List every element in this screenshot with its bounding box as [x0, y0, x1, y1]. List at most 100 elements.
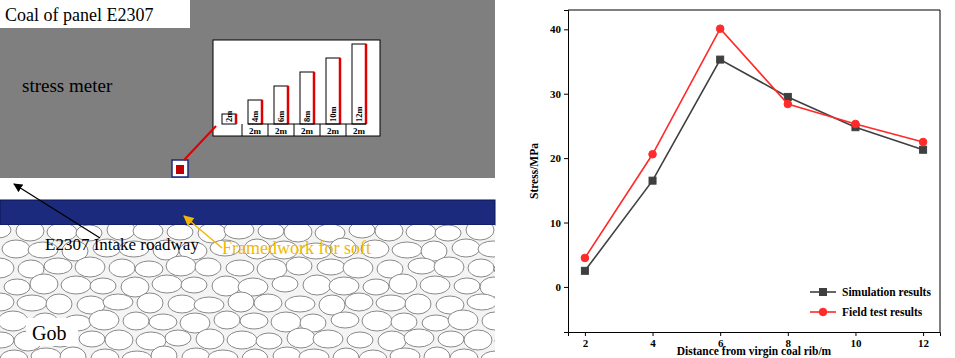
coal-panel	[0, 0, 495, 178]
roadway-arrow	[14, 184, 100, 238]
tick: 10	[850, 332, 862, 349]
gob-stone	[196, 329, 224, 349]
tick-mark	[564, 29, 568, 30]
depth-label: 4m	[250, 111, 260, 122]
y-axis: 0 10 20 30 40	[550, 11, 569, 333]
gob-stone	[224, 225, 254, 239]
data-point	[649, 177, 656, 184]
data-point	[649, 150, 657, 158]
spacing-label: 2m	[301, 126, 314, 136]
gob-stone	[375, 225, 403, 241]
gob-stone	[347, 332, 373, 348]
gob-stone	[404, 329, 434, 347]
gob-area	[0, 225, 495, 358]
tick-mark	[923, 332, 924, 336]
tick: 10	[550, 217, 568, 229]
gob-stone	[420, 276, 450, 294]
gob-stone	[165, 330, 191, 346]
gob-stone	[448, 310, 478, 330]
gob-stone	[227, 331, 257, 349]
gob-stone	[109, 259, 135, 277]
depth-label: 2m	[224, 111, 234, 122]
gob-stone	[389, 274, 417, 294]
support-arrow	[184, 216, 222, 248]
depth-label: 6m	[276, 111, 286, 122]
gob-stone	[61, 276, 91, 294]
gob-stone	[240, 313, 268, 329]
depth-bar-edge	[287, 86, 290, 124]
gob-stone	[17, 295, 47, 311]
gob-stone	[0, 225, 11, 238]
gob-stone	[0, 332, 14, 348]
depth-label: 10m	[328, 106, 338, 122]
gob-stone	[0, 350, 28, 358]
gob-stone	[256, 333, 282, 349]
legend-marker	[820, 289, 827, 296]
depth-bar	[248, 100, 262, 124]
gob-stone	[60, 347, 86, 358]
roadway	[0, 178, 495, 200]
inset-baseline	[248, 124, 366, 125]
gob-stone	[181, 277, 207, 293]
gob-stone	[343, 258, 373, 278]
frame-top	[568, 10, 940, 11]
gob-stone	[345, 293, 373, 311]
gob-stone	[359, 350, 387, 358]
plot-area	[581, 25, 927, 274]
tick-label: 12	[918, 337, 930, 349]
gob-stone	[438, 331, 464, 347]
gob-stone	[254, 294, 282, 312]
data-point	[784, 100, 792, 108]
tick-mark	[564, 158, 568, 159]
tick-mark	[653, 332, 654, 336]
data-point	[716, 25, 724, 33]
gob-stone	[105, 330, 133, 350]
tick: 20	[550, 152, 568, 164]
gob-stone	[452, 239, 480, 257]
gob-stone	[424, 347, 450, 358]
gob-stone	[390, 348, 420, 358]
gob-stone	[468, 259, 494, 277]
tick-mark	[585, 332, 586, 336]
gob-stone	[466, 225, 494, 240]
gob-stone	[168, 295, 196, 313]
gob-stone	[482, 312, 495, 330]
gob-stone	[331, 312, 359, 328]
depth-bar-edge	[261, 100, 264, 124]
gob-stone	[182, 348, 210, 358]
gob-stone	[376, 295, 406, 311]
tick: 40	[550, 23, 568, 35]
gob-stone	[333, 348, 359, 358]
x-axis-title: Distance from virgin coal rib/m	[677, 345, 832, 358]
gob-stone	[435, 225, 461, 241]
depth-bar	[326, 58, 340, 124]
tick-mark	[855, 332, 856, 336]
gob-label: Gob	[32, 322, 66, 344]
tick-label: 4	[650, 337, 656, 349]
gob-stone	[30, 274, 58, 294]
depth-bar-edge	[339, 58, 342, 124]
spacing-divider	[346, 124, 347, 136]
gob-stone	[329, 277, 359, 295]
depth-bar	[274, 86, 288, 124]
gob-stone	[122, 351, 152, 358]
tick-label: 30	[550, 88, 562, 100]
tick-label: 0	[556, 281, 562, 293]
gob-stone	[303, 275, 331, 295]
gob	[0, 225, 495, 358]
gob-stone	[363, 279, 389, 295]
axis-line	[564, 11, 569, 333]
tick: 0	[556, 281, 569, 293]
tick: 12	[918, 332, 930, 349]
gob-stone	[228, 292, 254, 312]
gob-stone	[46, 294, 72, 314]
data-point	[581, 267, 588, 274]
figure: Coal of panel E2307stress meter2m4m6m8m1…	[0, 0, 955, 358]
spacing-divider	[320, 124, 321, 136]
depth-bar-edge	[235, 114, 238, 124]
gob-stone	[258, 225, 284, 239]
gob-stone	[0, 293, 14, 311]
gob-stone	[454, 278, 480, 294]
legend-label: Field test results	[842, 306, 923, 318]
tick: 2	[583, 332, 589, 349]
